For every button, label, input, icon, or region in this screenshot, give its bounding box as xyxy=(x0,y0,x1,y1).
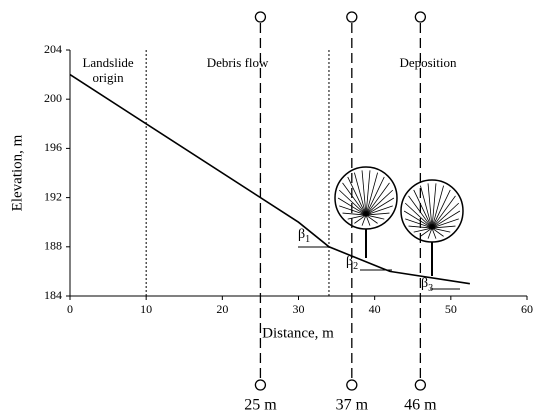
zone-label: Debris flow xyxy=(206,55,269,70)
profile-line xyxy=(69,73,470,285)
x-tick-label: 0 xyxy=(67,302,73,316)
x-tick-label: 10 xyxy=(140,302,152,316)
tree-branch xyxy=(347,214,367,220)
section-end xyxy=(254,11,267,23)
tree-branch xyxy=(365,197,395,216)
section-end xyxy=(414,11,427,23)
section-label: 25 m xyxy=(244,397,277,414)
angle-subscript: 3 xyxy=(428,283,433,294)
x-tick-label: 30 xyxy=(293,302,305,316)
angle-symbol: β xyxy=(298,227,305,242)
tree-branch xyxy=(431,227,451,233)
tree-branch xyxy=(361,170,367,216)
tree-branch xyxy=(413,189,433,229)
x-tick-label: 20 xyxy=(216,302,228,316)
tree-branch xyxy=(361,214,367,226)
tree-branch xyxy=(431,225,456,229)
tree-branch xyxy=(354,172,367,216)
tree-branch xyxy=(431,202,460,229)
tree-branch xyxy=(365,170,371,216)
tree-branch xyxy=(427,183,433,229)
section-end xyxy=(346,11,358,23)
tree-crown xyxy=(334,166,398,230)
y-tick-label: 204 xyxy=(44,42,62,56)
tree-branch xyxy=(431,210,461,229)
section-label: 37 m xyxy=(336,397,369,414)
tree-branch xyxy=(431,218,459,229)
y-tick-label: 196 xyxy=(44,140,62,154)
tree-branch xyxy=(365,212,390,216)
section-end xyxy=(346,379,358,391)
section-end xyxy=(414,379,427,391)
tree-branch xyxy=(431,227,444,237)
tree-crown xyxy=(400,179,464,243)
zone-label: Landslide origin xyxy=(82,55,134,85)
y-axis-label: Elevation, m xyxy=(9,134,25,211)
tree-branch xyxy=(342,182,367,216)
tree-branch xyxy=(365,189,394,216)
x-axis-label: Distance, m xyxy=(262,325,334,341)
tree-branch xyxy=(431,185,444,229)
x-tick-label: 50 xyxy=(445,302,457,316)
tree-branch xyxy=(365,205,393,216)
x-tick-label: 60 xyxy=(521,302,533,316)
y-tick-label: 188 xyxy=(44,239,62,253)
angle-symbol: β xyxy=(421,276,428,291)
angle-label: β3 xyxy=(421,276,433,294)
angle-subscript: 1 xyxy=(305,234,310,245)
tree-branch xyxy=(365,214,378,224)
tree-branch xyxy=(405,218,433,229)
tree-branch xyxy=(338,189,367,216)
tree-branch xyxy=(354,214,367,224)
tree-branch xyxy=(420,185,433,229)
tree-branch xyxy=(365,172,378,216)
tree-branch xyxy=(403,210,433,229)
section-label: 46 m xyxy=(404,397,437,414)
tree-branch xyxy=(365,182,390,216)
angle-symbol: β xyxy=(346,254,353,269)
x-tick-label: 40 xyxy=(369,302,381,316)
angle-subscript: 2 xyxy=(353,261,358,272)
tree-branch xyxy=(365,176,385,216)
tree-branch xyxy=(342,212,367,216)
angle-label: β2 xyxy=(346,254,358,272)
tree-branch xyxy=(404,202,433,229)
y-tick-label: 184 xyxy=(44,288,62,302)
tree-branch xyxy=(365,214,371,226)
tree-branch xyxy=(420,227,433,237)
tree-branch xyxy=(431,195,456,229)
tree-branch xyxy=(431,189,451,229)
tree-branch xyxy=(365,214,385,220)
tree-branch xyxy=(347,176,367,216)
tree-branch xyxy=(431,227,437,239)
section-end xyxy=(254,379,267,391)
y-tick-label: 192 xyxy=(44,189,62,203)
tree-branch xyxy=(431,183,437,229)
tree-branch xyxy=(413,227,433,233)
y-tick-label: 200 xyxy=(44,91,62,105)
tree-branch xyxy=(339,205,367,216)
zone-label: Deposition xyxy=(399,55,457,70)
tree-branch xyxy=(427,227,433,239)
angle-label: β1 xyxy=(298,227,310,245)
